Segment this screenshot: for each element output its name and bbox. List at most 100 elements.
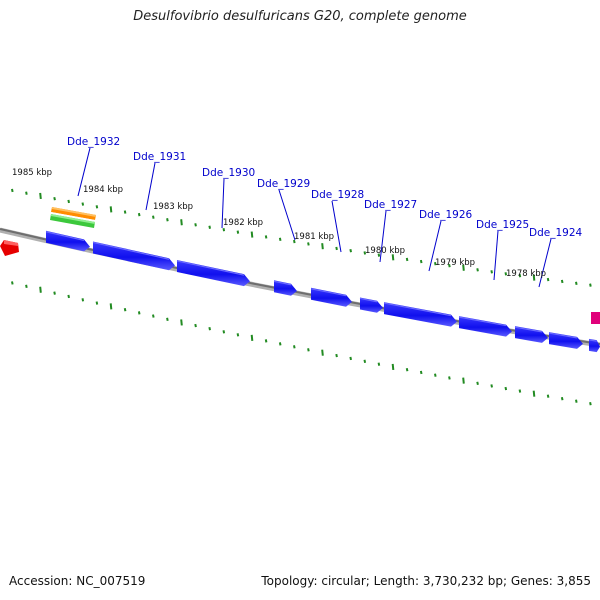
minor-tick <box>363 251 367 255</box>
gene-label-dde-1929[interactable]: Dde_1929 <box>257 178 310 190</box>
leader-line <box>331 200 342 253</box>
major-tick <box>391 363 395 371</box>
major-tick <box>109 206 113 213</box>
gene-arrow-highlight <box>92 241 170 260</box>
leader-line <box>493 230 499 281</box>
minor-tick <box>546 277 550 282</box>
gene-arrow[interactable] <box>311 287 352 307</box>
major-tick <box>532 390 536 397</box>
gene-label-dde-1930[interactable]: Dde_1930 <box>202 167 255 179</box>
gene-arrow[interactable] <box>515 326 548 343</box>
minor-tick <box>434 373 437 377</box>
gene-arrow-highlight <box>514 326 543 333</box>
gene-arrow-highlight <box>588 339 597 342</box>
gene-arrow-highlight <box>310 288 347 297</box>
minor-tick <box>25 284 28 289</box>
gene-arrow[interactable] <box>46 230 90 252</box>
gene-arrow[interactable] <box>589 338 600 353</box>
minor-tick <box>575 281 578 285</box>
gene-arrow-highlight <box>548 332 578 339</box>
kbp-label: 1979 kbp <box>435 258 475 268</box>
minor-tick <box>95 301 99 305</box>
minor-tick <box>25 191 28 195</box>
minor-tick <box>67 199 70 204</box>
minor-tick <box>560 397 564 401</box>
kbp-label: 1980 kbp <box>365 246 405 256</box>
gene-label-dde-1925[interactable]: Dde_1925 <box>476 219 529 231</box>
minor-tick <box>53 291 56 295</box>
leader-line <box>77 147 91 197</box>
major-tick <box>250 231 254 238</box>
leader-line <box>278 189 296 241</box>
gene-label-dde-1924[interactable]: Dde_1924 <box>529 227 583 239</box>
minor-tick <box>278 237 282 241</box>
major-tick <box>391 254 395 261</box>
major-tick <box>180 319 183 326</box>
feature-bars <box>50 207 96 228</box>
gene-arrow[interactable] <box>274 280 297 296</box>
minor-tick <box>208 225 211 229</box>
minor-tick <box>377 362 381 366</box>
kbp-label: 1982 kbp <box>223 218 263 228</box>
minor-tick <box>377 253 381 257</box>
minor-tick <box>335 246 338 251</box>
major-tick <box>39 192 42 200</box>
minor-tick <box>405 368 409 372</box>
leader-line <box>379 210 387 263</box>
gene-arrow[interactable] <box>177 259 250 287</box>
minor-tick <box>81 202 85 206</box>
gene-arrow[interactable] <box>360 297 383 313</box>
minor-tick <box>518 274 522 278</box>
topology-text: Topology: circular; Length: 3,730,232 bp… <box>261 574 591 588</box>
minor-tick <box>137 212 141 217</box>
minor-tick <box>152 215 155 219</box>
gene-arrow[interactable] <box>384 302 457 327</box>
gene-arrow-highlight <box>176 260 245 276</box>
white-feature-bar <box>51 212 95 221</box>
gene-label-dde-1928[interactable]: Dde_1928 <box>311 189 364 201</box>
minor-tick <box>166 317 169 321</box>
minor-tick <box>81 298 85 302</box>
minor-tick <box>264 339 268 343</box>
gene-label-dde-1926[interactable]: Dde_1926 <box>419 209 473 221</box>
minor-tick <box>560 279 564 284</box>
minor-tick <box>293 345 296 349</box>
kbp-tick-row-inner <box>11 281 592 406</box>
minor-tick <box>504 272 508 276</box>
gene-arrow-highlight <box>383 302 452 317</box>
kbp-label: 1985 kbp <box>12 168 52 178</box>
gene-label-dde-1927[interactable]: Dde_1927 <box>364 199 417 211</box>
minor-tick <box>222 228 226 232</box>
minor-tick <box>67 294 70 299</box>
gene-arrow[interactable] <box>459 316 512 337</box>
gene-arrow-highlight <box>45 231 85 241</box>
minor-tick <box>123 307 127 312</box>
gene-label-dde-1932[interactable]: Dde_1932 <box>67 136 120 148</box>
minor-tick <box>236 230 240 234</box>
gene-label-dde-1931[interactable]: Dde_1931 <box>133 151 186 163</box>
minor-tick <box>476 268 479 272</box>
genome-title: Desulfovibrio desulfuricans G20, complet… <box>133 9 467 24</box>
gene-arrow[interactable] <box>549 332 583 349</box>
minor-tick <box>307 242 310 246</box>
minor-tick <box>504 386 508 391</box>
pink-feature[interactable] <box>591 312 600 324</box>
minor-tick <box>11 188 14 193</box>
minor-tick <box>434 261 437 266</box>
minor-tick <box>236 333 240 337</box>
minor-tick <box>208 326 211 331</box>
major-tick <box>321 349 324 356</box>
major-tick <box>321 243 324 250</box>
gene-track <box>45 230 600 353</box>
minor-tick <box>419 370 423 375</box>
gene-arrow[interactable] <box>93 241 175 271</box>
minor-tick <box>194 223 197 227</box>
minor-tick <box>490 270 493 274</box>
minor-tick <box>166 218 169 222</box>
leader-line <box>145 162 156 211</box>
minor-tick <box>11 281 14 285</box>
minor-tick <box>589 283 592 287</box>
leader-line <box>538 238 552 288</box>
minor-tick <box>137 311 141 315</box>
